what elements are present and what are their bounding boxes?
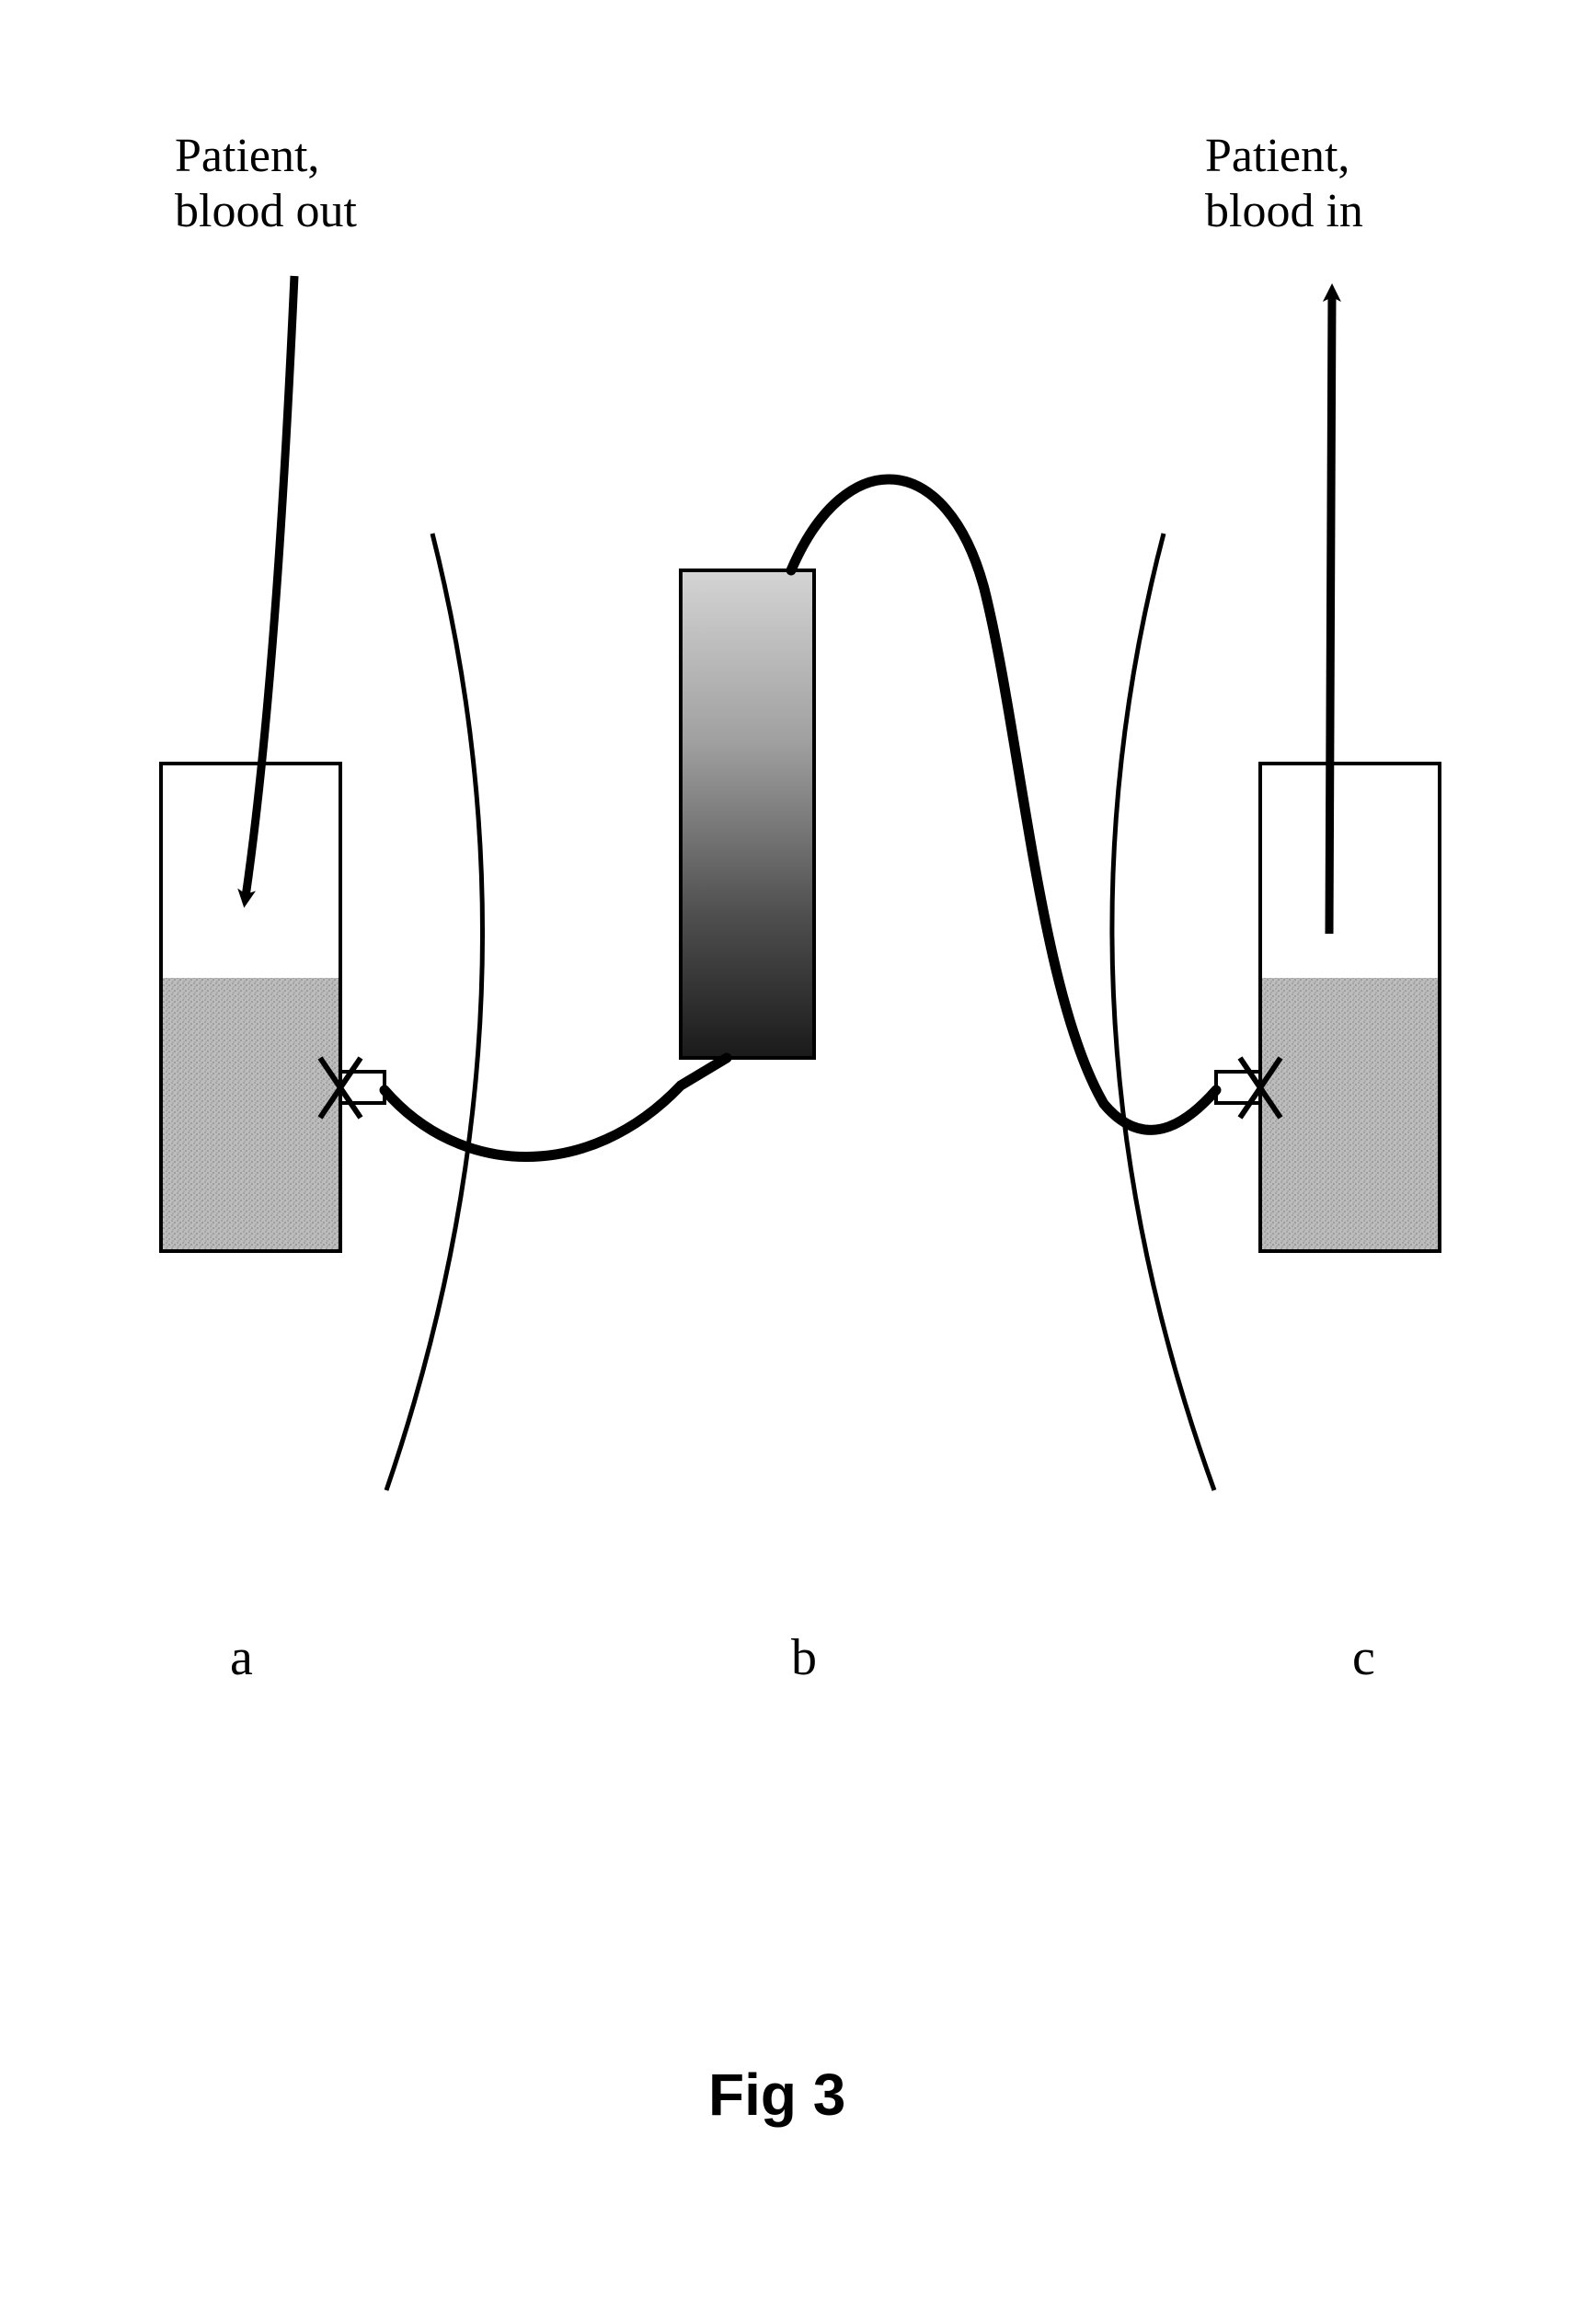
arc-left — [386, 534, 483, 1490]
arrow-blood-in — [1329, 294, 1332, 934]
component-label-a: a — [230, 1628, 253, 1687]
figure-caption: Fig 3 — [708, 2061, 845, 2129]
arc-right — [1112, 534, 1214, 1490]
label-blood-in: Patient, blood in — [1205, 129, 1363, 239]
tube-a-to-b — [385, 1058, 727, 1157]
label-blood-out: Patient, blood out — [175, 129, 357, 239]
component-label-b: b — [791, 1628, 817, 1687]
diagram-svg — [0, 0, 1596, 2309]
container-b — [681, 570, 814, 1058]
component-label-c: c — [1352, 1628, 1375, 1687]
container-a — [161, 764, 385, 1251]
